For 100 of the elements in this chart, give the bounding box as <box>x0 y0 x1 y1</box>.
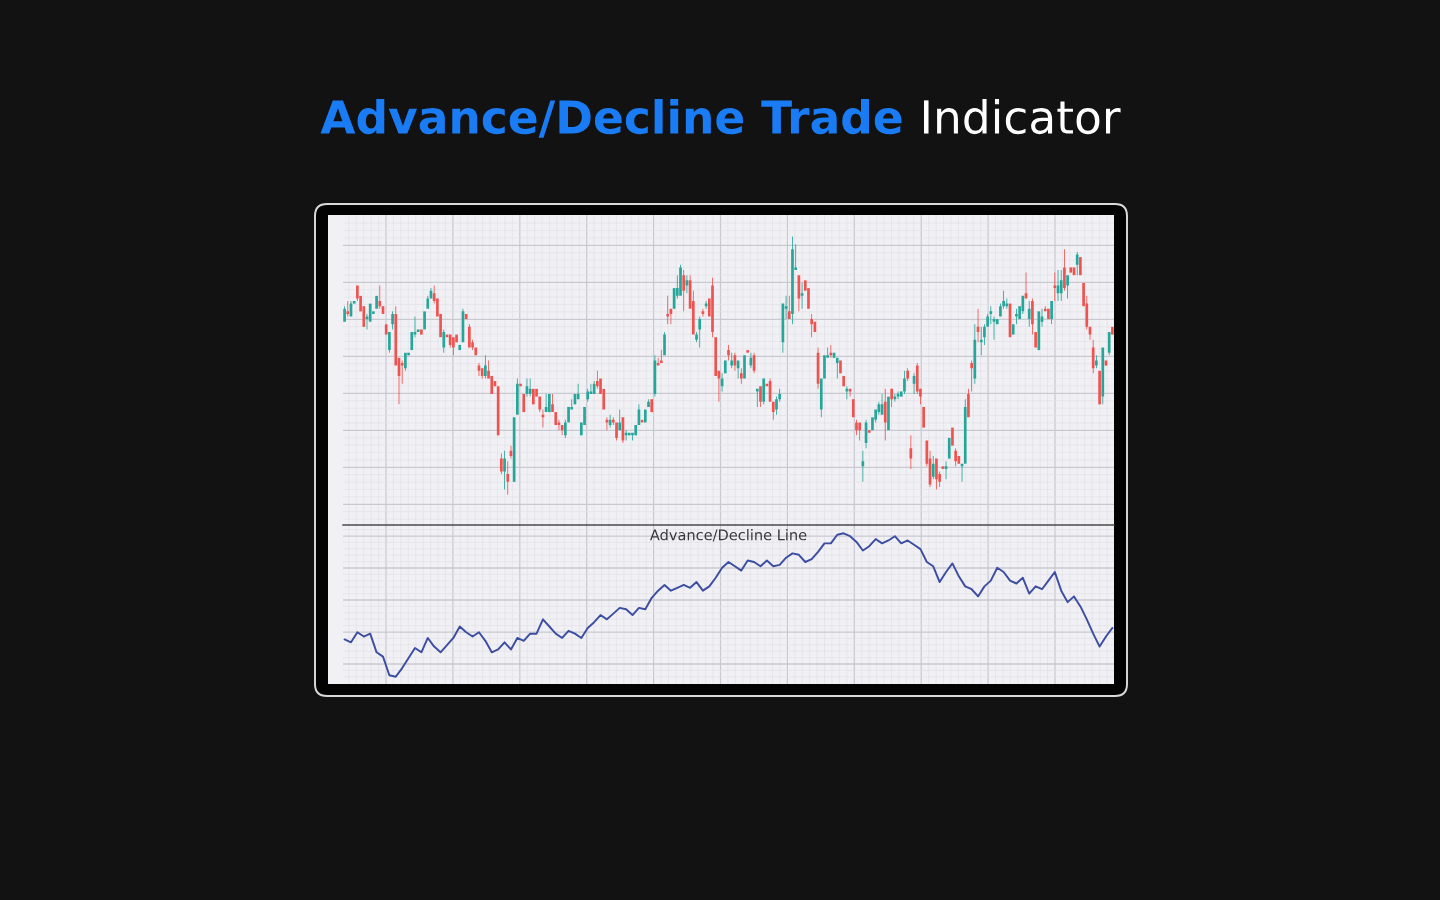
candlestick <box>698 316 702 348</box>
candlestick <box>618 409 622 431</box>
candlestick <box>452 337 455 356</box>
candlestick <box>400 360 404 384</box>
candlestick <box>970 360 973 392</box>
candlestick <box>759 386 762 407</box>
candlestick <box>842 375 846 387</box>
candlestick <box>1037 311 1041 351</box>
candlestick <box>346 301 350 317</box>
candlestick <box>704 301 708 309</box>
candlestick <box>730 352 734 369</box>
candlestick <box>890 388 893 407</box>
candlestick <box>851 399 855 418</box>
candlestick <box>468 324 471 348</box>
candlestick <box>420 329 423 335</box>
candlestick <box>496 386 500 436</box>
candlestick <box>663 332 666 356</box>
candlestick <box>1053 272 1057 302</box>
candlestick <box>951 427 954 446</box>
candlestick <box>416 329 420 333</box>
candlestick <box>659 350 663 364</box>
candlestick <box>723 360 727 374</box>
candlestick <box>458 344 462 351</box>
chart-title: Advance/Decline Trade Indicator <box>320 98 1121 138</box>
candlestick <box>500 453 503 475</box>
candlestick <box>685 275 689 294</box>
candlestick <box>963 399 967 464</box>
candlestick <box>762 378 766 405</box>
candlestick <box>746 350 750 353</box>
candlestick <box>954 448 957 467</box>
candlestick <box>423 311 426 330</box>
candlestick <box>787 295 791 320</box>
candlestick <box>426 295 430 309</box>
candlestick <box>701 308 705 317</box>
candlestick <box>906 368 909 382</box>
candlestick <box>1079 257 1082 276</box>
candlestick <box>1107 332 1111 356</box>
candlestick <box>973 324 977 384</box>
candlestick <box>829 344 833 358</box>
candlestick <box>819 378 823 418</box>
candlestick <box>503 450 506 490</box>
candlestick <box>947 437 951 459</box>
candlestick <box>679 264 682 296</box>
candlestick <box>755 388 759 407</box>
candlestick <box>643 409 647 423</box>
candlestick <box>835 357 839 379</box>
candlestick <box>378 285 382 309</box>
candlestick <box>931 456 935 480</box>
candlestick <box>1011 324 1015 335</box>
candlestick <box>867 430 871 433</box>
candlestick <box>368 303 372 322</box>
candlestick <box>647 399 650 407</box>
candlestick <box>922 406 925 428</box>
candlestick <box>516 378 519 415</box>
candlestick <box>1015 308 1018 325</box>
candlestick <box>1091 339 1095 374</box>
candlestick <box>810 313 814 338</box>
candlestick <box>343 306 346 322</box>
candlestick <box>887 396 890 431</box>
candlestick <box>771 401 775 420</box>
candlestick <box>384 324 388 335</box>
candlestick <box>388 332 391 353</box>
candlestick <box>893 394 897 402</box>
candlestick <box>576 383 580 400</box>
candlestick <box>522 394 526 413</box>
candlestick <box>739 368 743 384</box>
candlestick <box>1098 370 1101 405</box>
candlestick <box>727 344 730 361</box>
candlestick <box>554 412 558 426</box>
candlestick <box>1111 326 1114 335</box>
candlestick <box>484 355 487 379</box>
candlestick <box>989 306 993 325</box>
candlestick <box>480 368 484 379</box>
candlestick <box>861 450 865 482</box>
candlestick <box>909 435 913 469</box>
candlestick <box>791 236 794 325</box>
candlestick <box>464 313 468 320</box>
candlestick <box>1095 355 1098 369</box>
candlestick <box>548 394 551 413</box>
candlestick <box>736 360 740 379</box>
candlestick <box>845 386 849 400</box>
candlestick <box>883 388 887 441</box>
candlestick <box>650 399 654 413</box>
candlestick <box>391 311 394 330</box>
candlestick <box>935 458 938 490</box>
candlestick <box>1075 251 1079 276</box>
candlestick <box>903 370 906 395</box>
candlestick <box>551 394 554 413</box>
candlestick <box>666 295 670 325</box>
candlestick <box>839 360 842 374</box>
candlestick <box>528 378 532 397</box>
candlestick <box>1050 301 1053 325</box>
candlestick <box>1069 267 1073 273</box>
candlestick <box>608 414 612 428</box>
candlestick <box>506 461 510 495</box>
candlestick <box>410 332 414 351</box>
candlestick <box>544 394 548 413</box>
candlestick <box>858 422 862 441</box>
candlestick <box>586 388 590 402</box>
candlestick <box>1047 308 1050 320</box>
